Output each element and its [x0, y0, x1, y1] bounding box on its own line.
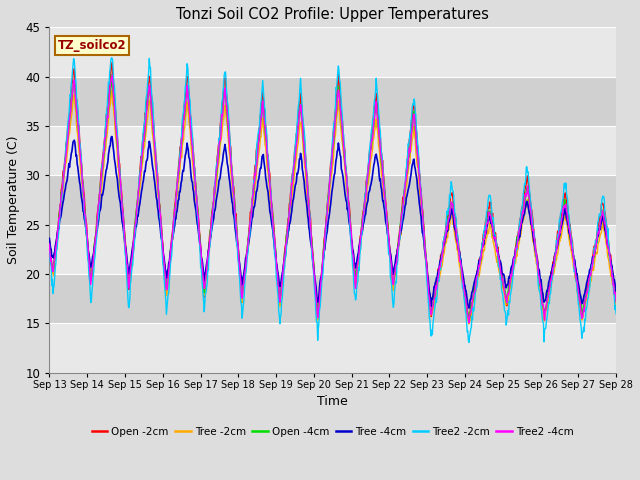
Bar	[49, 77, 616, 126]
Legend: Open -2cm, Tree -2cm, Open -4cm, Tree -4cm, Tree2 -2cm, Tree2 -4cm: Open -2cm, Tree -2cm, Open -4cm, Tree -4…	[87, 423, 578, 441]
X-axis label: Time: Time	[317, 395, 348, 408]
Y-axis label: Soil Temperature (C): Soil Temperature (C)	[7, 136, 20, 264]
Bar	[49, 274, 616, 324]
Text: TZ_soilco2: TZ_soilco2	[58, 39, 127, 52]
Bar	[49, 324, 616, 372]
Bar	[49, 27, 616, 77]
Bar	[49, 126, 616, 175]
Title: Tonzi Soil CO2 Profile: Upper Temperatures: Tonzi Soil CO2 Profile: Upper Temperatur…	[177, 7, 489, 22]
Bar	[49, 175, 616, 225]
Bar	[49, 225, 616, 274]
